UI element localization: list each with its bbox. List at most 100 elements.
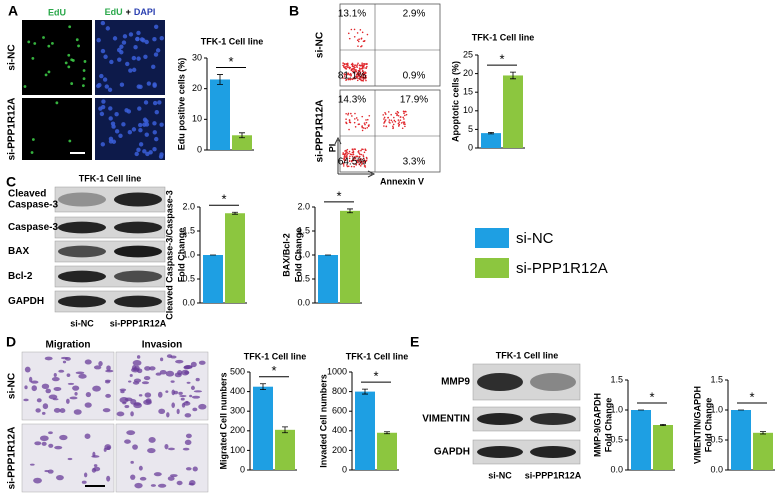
bar [377,432,397,470]
stained-cell [33,477,42,484]
event [363,72,366,75]
stained-cell [41,411,46,415]
blot-band [58,270,106,283]
cell [108,136,114,141]
stained-cell [171,389,175,396]
cell [154,136,159,142]
cell [107,87,113,93]
stained-cell [28,376,33,383]
event [360,149,362,152]
stained-cell [58,369,65,373]
event [367,125,370,128]
stained-cell [24,385,28,390]
stained-cell [193,390,203,393]
event [350,73,352,76]
cell [82,77,86,81]
y-axis-label: Apoptotic cells (%) [450,61,460,142]
event [355,159,358,162]
event [362,154,364,156]
stained-cell [31,385,37,392]
event [356,32,359,34]
band-label: Cleaved [8,189,46,200]
cell [121,40,127,45]
event [355,65,358,67]
quadrant-percent: 13.1% [338,9,366,20]
stained-cell [131,367,140,373]
event [350,112,352,115]
stained-cell [45,388,52,394]
event [354,66,356,69]
bar [731,410,751,470]
cell [101,99,106,104]
event [362,160,364,163]
event [348,160,351,162]
event [360,161,363,164]
event [347,113,349,116]
stained-cell [92,385,101,392]
event [355,75,357,78]
stained-cell [157,483,167,488]
event [396,110,399,113]
cell [111,124,116,129]
row-label: si-PPP1R12A [315,100,326,163]
y-axis-label: Migrated Cell numbers [218,372,228,469]
band-label: GAPDH [8,296,44,307]
event [351,153,353,156]
error-bar [510,71,516,80]
y-axis-label: Cleaved Caspase-3/Caspase-3 [164,190,174,320]
event [399,119,402,121]
lane-label: si-NC [70,318,94,328]
cell [155,48,161,53]
event [365,67,368,70]
bar [232,135,252,150]
stained-cell [166,354,173,358]
y-tick-label: 0.0 [610,464,623,474]
cell [125,61,130,67]
error-bar [488,131,494,135]
cell [119,82,125,87]
y-tick-label: 20 [192,83,202,93]
row-label: si-NC [7,373,18,399]
cell [30,151,34,154]
cell [122,34,128,39]
event [347,72,349,74]
stained-cell [30,380,39,384]
cell [117,57,122,62]
stained-cell [42,403,49,410]
cell [44,73,48,77]
legend-swatch [475,258,509,278]
stained-cell [36,398,42,403]
row-label: si-NC [315,32,326,58]
event [357,75,359,78]
event [347,32,350,35]
stained-cell [122,401,127,405]
bar [631,410,651,470]
event [358,38,360,41]
event [384,113,387,115]
stained-cell [41,383,50,390]
significance-mark: * [649,389,654,404]
cell [152,130,157,135]
stained-cell [184,413,192,418]
event [403,112,405,115]
event [359,29,362,31]
event [345,112,347,115]
cell [114,129,120,134]
stained-cell [53,372,57,377]
y-axis-label: Fold Change [603,398,613,453]
cell [67,65,71,69]
stained-cell [185,433,192,439]
event [354,126,357,128]
blot-band [58,221,106,234]
event [348,119,351,122]
event [343,161,346,164]
event [361,70,364,73]
event [359,160,362,163]
lane-label: si-PPP1R12A [525,470,582,480]
stained-cell [67,382,75,385]
stained-cell [48,443,54,448]
axis-arrow [338,170,376,178]
stained-cell [164,443,169,450]
stained-cell [144,392,152,398]
event [400,122,403,124]
